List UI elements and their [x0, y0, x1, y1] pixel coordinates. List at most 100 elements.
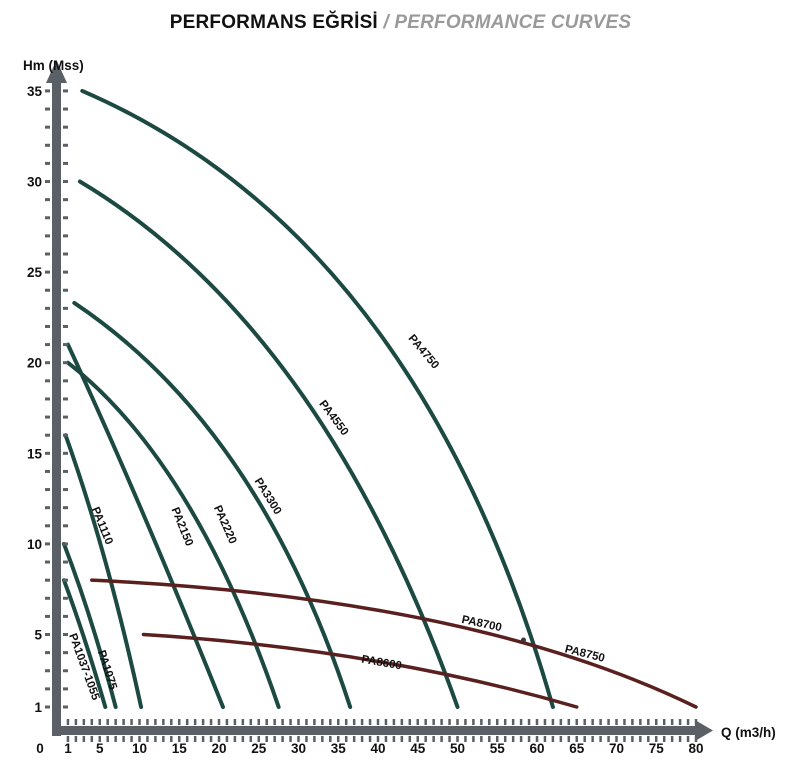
x-tick-label-75: 75	[649, 741, 665, 756]
y-minor-tick	[63, 451, 68, 455]
x-minor-tick	[321, 736, 324, 742]
y-minor-tick	[45, 288, 50, 292]
x-minor-tick	[321, 719, 324, 725]
x-minor-tick	[575, 736, 578, 742]
curve-PA1110	[63, 433, 144, 709]
y-minor-tick	[63, 234, 68, 238]
x-minor-tick	[686, 736, 690, 742]
x-minor-tick	[344, 719, 348, 725]
y-tick-label-25: 25	[27, 265, 43, 280]
x-minor-tick	[178, 736, 181, 742]
x-minor-tick	[551, 736, 555, 742]
x-minor-tick	[106, 736, 109, 742]
x-minor-tick	[400, 719, 404, 725]
y-tick-label-35: 35	[27, 84, 43, 99]
x-minor-tick	[273, 736, 276, 742]
x-minor-tick	[408, 719, 412, 725]
x-minor-tick	[488, 719, 491, 725]
x-tick-label-25: 25	[251, 741, 267, 756]
y-minor-tick	[63, 324, 68, 328]
x-minor-tick	[503, 736, 507, 742]
y-minor-tick	[63, 161, 68, 165]
x-minor-tick	[511, 736, 515, 742]
y-minor-tick	[45, 361, 50, 365]
x-minor-tick	[193, 719, 197, 725]
y-minor-tick	[45, 433, 50, 437]
y-minor-tick	[63, 198, 68, 202]
y-minor-tick	[45, 633, 50, 637]
x-minor-tick	[233, 719, 237, 725]
y-minor-tick	[45, 161, 50, 165]
x-minor-tick	[424, 736, 427, 742]
x-tick-label-15: 15	[172, 741, 188, 756]
x-minor-tick	[591, 719, 594, 725]
y-minor-tick	[45, 651, 50, 655]
y-minor-tick	[45, 306, 50, 310]
x-minor-tick	[249, 736, 253, 742]
x-minor-tick	[480, 719, 483, 725]
chart-title: PERFORMANS EĞRİSİ / PERFORMANCE CURVES	[0, 12, 801, 34]
x-minor-tick	[225, 736, 229, 742]
x-minor-tick	[154, 719, 157, 725]
x-minor-tick	[368, 736, 372, 742]
y-minor-tick	[45, 596, 50, 600]
y-minor-tick	[63, 89, 68, 93]
y-tick-label-5: 5	[34, 628, 42, 643]
y-minor-tick	[63, 361, 68, 365]
y-minor-tick	[45, 180, 50, 184]
x-minor-tick	[265, 719, 268, 725]
chart-title-separator: /	[377, 12, 395, 33]
x-minor-tick	[456, 736, 459, 742]
x-minor-tick	[281, 736, 284, 742]
y-minor-tick	[45, 669, 50, 673]
y-minor-tick	[63, 252, 68, 256]
x-minor-tick	[170, 719, 173, 725]
x-minor-tick	[122, 736, 125, 742]
y-minor-tick	[63, 687, 68, 691]
x-minor-tick	[114, 719, 117, 725]
y-minor-tick	[63, 488, 68, 492]
x-minor-tick	[289, 736, 292, 742]
y-minor-tick	[45, 234, 50, 238]
y-minor-tick	[45, 687, 50, 691]
curve-label-PA4550: PA4550	[316, 398, 350, 438]
x-minor-tick	[655, 736, 658, 742]
x-minor-tick	[305, 736, 308, 742]
y-minor-tick	[45, 198, 50, 202]
y-minor-tick	[63, 705, 68, 709]
x-minor-tick	[639, 719, 642, 725]
x-minor-tick	[623, 719, 626, 725]
y-minor-tick	[45, 343, 50, 347]
y-minor-tick	[63, 669, 68, 673]
x-minor-tick	[360, 736, 364, 742]
x-minor-tick	[416, 736, 419, 742]
x-tick-label-30: 30	[291, 741, 306, 756]
x-minor-tick	[662, 719, 666, 725]
y-minor-tick	[45, 578, 50, 582]
curve-label-PA4750: PA4750	[406, 333, 441, 372]
x-minor-tick	[623, 736, 626, 742]
x-axis-title: Q (m3/h)	[721, 725, 776, 740]
x-minor-tick	[551, 719, 555, 725]
x-minor-tick	[138, 719, 141, 725]
chart-title-turkish: PERFORMANS EĞRİSİ	[169, 12, 378, 33]
x-minor-tick	[106, 719, 109, 725]
x-minor-tick	[607, 719, 610, 725]
y-minor-tick	[45, 89, 50, 93]
x-minor-tick	[297, 719, 300, 725]
x-tick-label-10: 10	[132, 741, 147, 756]
x-minor-tick	[384, 719, 388, 725]
y-minor-tick	[45, 614, 50, 618]
y-minor-tick	[45, 143, 50, 147]
x-minor-tick	[488, 736, 491, 742]
x-minor-tick	[185, 719, 189, 725]
x-minor-tick	[559, 736, 563, 742]
x-minor-tick	[82, 736, 86, 742]
x-minor-tick	[448, 736, 451, 742]
y-minor-tick	[63, 578, 68, 582]
curve-PA2150	[65, 342, 225, 709]
y-minor-tick	[63, 125, 68, 129]
x-minor-tick	[670, 736, 674, 742]
x-minor-tick	[297, 736, 300, 742]
y-minor-tick	[63, 397, 68, 401]
